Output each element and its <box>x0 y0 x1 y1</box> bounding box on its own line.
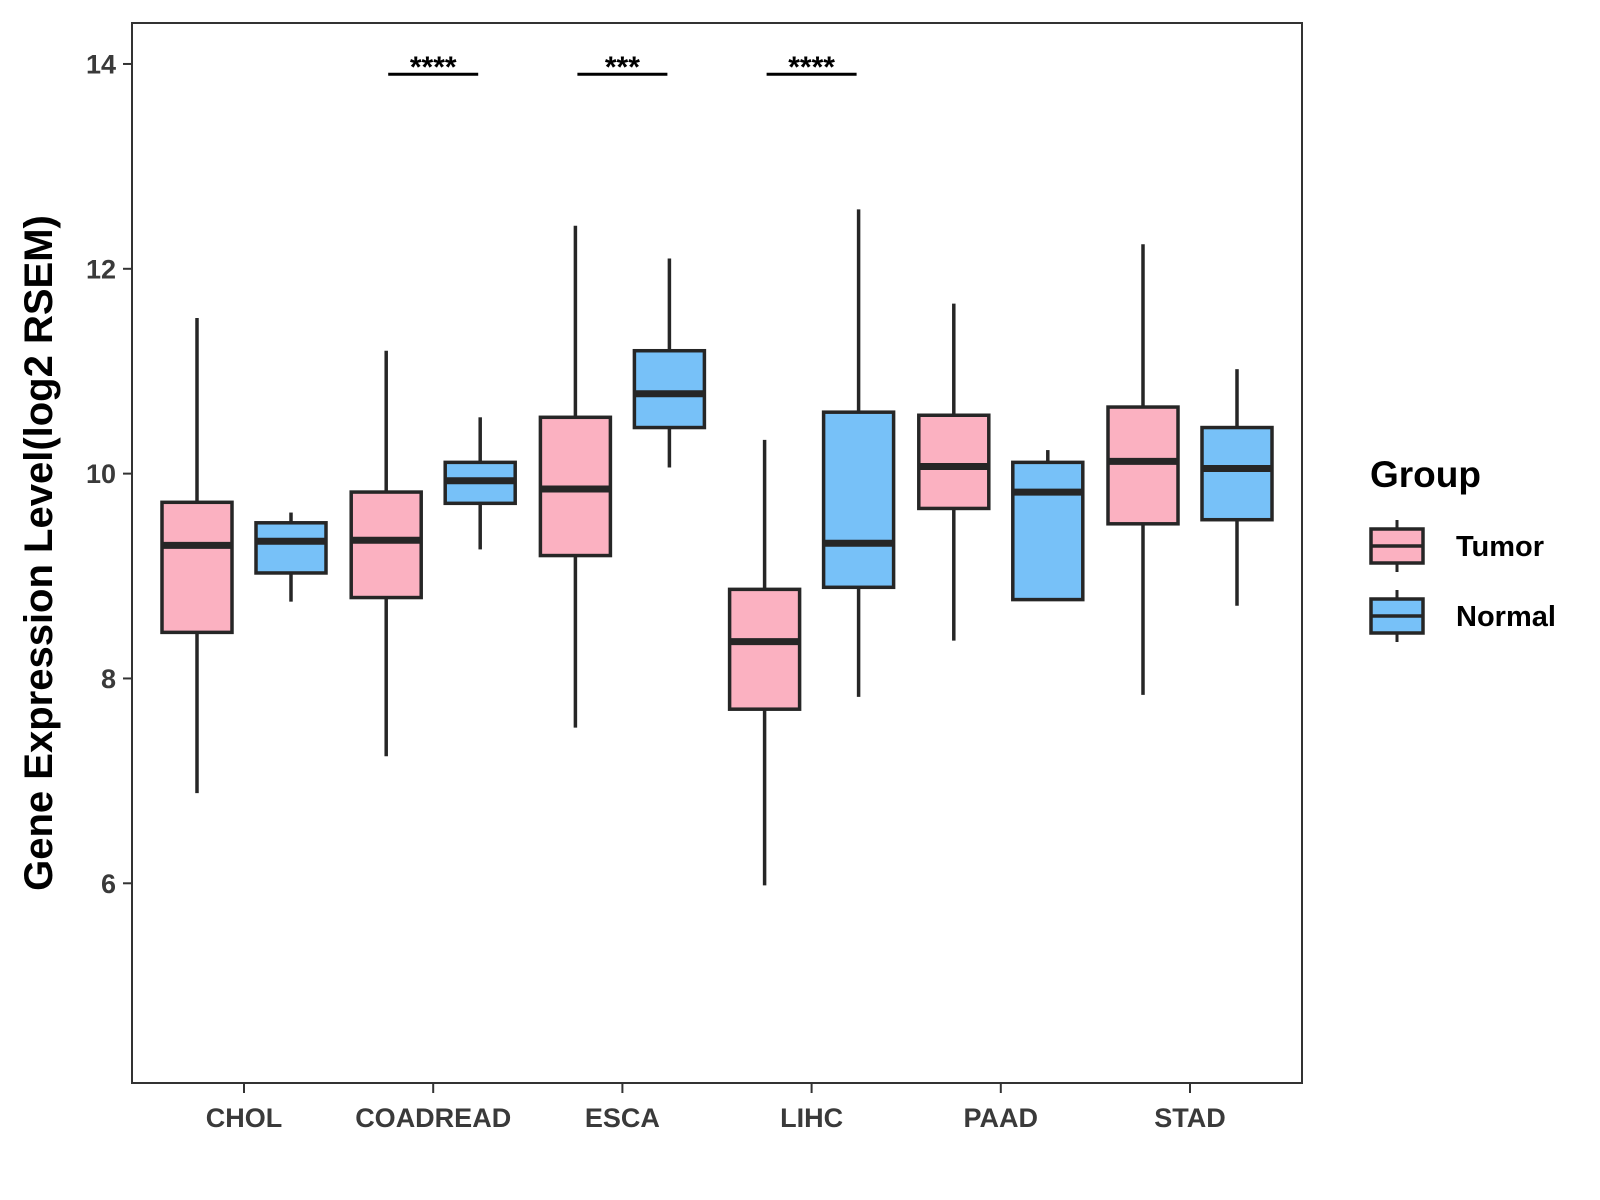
x-tick-label-coadread: COADREAD <box>355 1103 511 1133</box>
paad-tumor-iqr-rect <box>917 413 991 511</box>
chol-tumor-iqr-rect <box>160 500 234 635</box>
plot-panel-border <box>131 22 1303 1084</box>
y-axis: 6 8 10 12 14 <box>86 49 132 899</box>
legend-entry-tumor: Tumor <box>1369 520 1544 572</box>
legend-key-tumor <box>1369 520 1425 572</box>
lihc-normal-box <box>821 209 896 697</box>
x-tick-label-lihc: LIHC <box>780 1103 843 1133</box>
esca-normal-iqr-rect <box>632 348 707 430</box>
esca-significance-label: *** <box>605 51 640 84</box>
lihc-significance-label: **** <box>788 51 835 84</box>
boxes-layer <box>160 209 1274 886</box>
significance-layer: **** *** **** <box>388 51 857 84</box>
x-tick-label-chol: CHOL <box>206 1103 283 1133</box>
stad-tumor-box <box>1106 244 1180 695</box>
esca-tumor-box <box>538 225 613 728</box>
x-tick-label-stad: STAD <box>1154 1103 1226 1133</box>
chol-normal-iqr-rect <box>254 521 328 575</box>
coadread-tumor-box <box>349 350 423 757</box>
legend-title: Group <box>1370 454 1481 495</box>
lihc-normal-iqr-rect <box>821 410 896 590</box>
y-tick-label: 10 <box>86 459 116 489</box>
x-tick-label-paad: PAAD <box>964 1103 1039 1133</box>
y-tick-label: 6 <box>101 869 116 899</box>
lihc-tumor-iqr-rect <box>727 587 802 711</box>
chol-tumor-box <box>160 317 234 794</box>
x-axis: CHOL COADREAD ESCA LIHC PAAD STAD <box>206 1083 1226 1133</box>
legend-label-tumor: Tumor <box>1456 531 1544 563</box>
y-axis-title: Gene Expression Level(log2 RSEM) <box>17 215 61 891</box>
legend-entry-normal: Normal <box>1369 590 1556 642</box>
legend-label-normal: Normal <box>1456 601 1556 633</box>
stad-normal-box <box>1200 369 1274 606</box>
chol-normal-box <box>254 512 328 602</box>
lihc-tumor-box <box>727 439 802 886</box>
legend: Group Tumor Normal <box>1369 454 1556 642</box>
legend-entries: Tumor Normal <box>1369 520 1556 642</box>
coadread-significance-label: **** <box>410 51 457 84</box>
legend-key-normal <box>1369 590 1425 642</box>
coadread-tumor-iqr-rect <box>349 490 423 600</box>
coadread-normal-box <box>443 417 517 550</box>
x-tick-label-esca: ESCA <box>585 1103 660 1133</box>
y-tick-label: 14 <box>86 49 116 79</box>
paad-normal-iqr-rect <box>1011 460 1085 602</box>
stad-normal-iqr-rect <box>1200 425 1274 522</box>
paad-normal-box <box>1011 450 1085 602</box>
stad-tumor-iqr-rect <box>1106 405 1180 526</box>
paad-tumor-box <box>917 303 991 641</box>
y-tick-label: 12 <box>86 254 116 284</box>
y-tick-label: 8 <box>101 664 116 694</box>
esca-normal-box <box>632 258 707 468</box>
